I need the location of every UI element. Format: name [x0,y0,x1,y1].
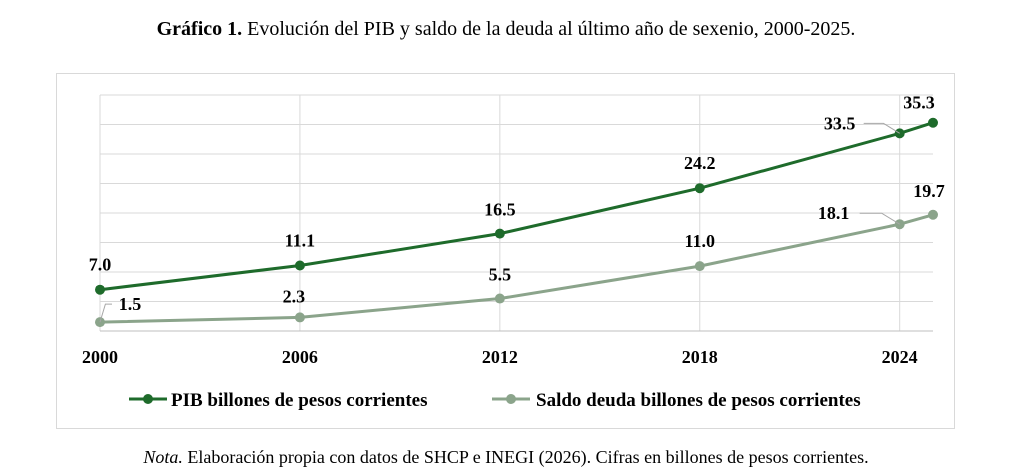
label-leader-line [863,122,900,134]
x-tick-label: 2018 [682,347,718,367]
series-line-pib [99,121,934,292]
legend-label: Saldo deuda billones de pesos corrientes [536,390,861,411]
data-label: 24.2 [684,153,716,173]
chart-title-prefix: Gráfico 1. [156,18,243,40]
data-label: 33.5 [824,113,856,133]
label-leader-line [99,303,112,323]
chart-frame [56,73,955,429]
x-tick-label: 2012 [482,347,518,367]
data-point-deuda [494,293,505,304]
x-tick-label: 2000 [82,347,118,367]
series-line-deuda [99,213,934,324]
legend-marker [506,394,516,404]
data-label: 18.1 [818,203,850,223]
data-label: 16.5 [484,200,516,220]
data-point-pib [95,284,105,295]
data-label: 5.5 [489,265,512,285]
data-label: 11.0 [685,231,716,251]
data-point-deuda [694,261,705,272]
data-point-deuda [928,209,938,220]
x-tick-label: 2006 [282,347,318,367]
data-point-deuda [294,312,305,323]
chart-title: Gráfico 1. Evolución del PIB y saldo de … [0,18,1012,41]
chart-title-text: Evolución del PIB y saldo de la deuda al… [242,18,856,40]
data-label: 19.7 [913,181,945,201]
label-leader-line [859,212,900,225]
data-label: 1.5 [119,294,142,314]
source-note: Nota. Elaboración propia con datos de SH… [0,447,1012,468]
x-tick-label: 2024 [882,347,918,367]
legend-marker [143,394,153,404]
data-label: 11.1 [285,231,316,251]
data-label: 7.0 [89,255,112,275]
data-point-pib [294,260,305,271]
data-label: 35.3 [903,93,935,113]
source-note-text: Elaboración propia con datos de SHCP e I… [182,447,869,467]
data-point-pib [694,183,705,194]
data-label: 2.3 [283,286,306,306]
legend-label: PIB billones de pesos corrientes [171,390,428,411]
source-note-prefix: Nota. [143,447,183,467]
data-point-pib [928,117,938,128]
data-point-pib [494,228,505,239]
